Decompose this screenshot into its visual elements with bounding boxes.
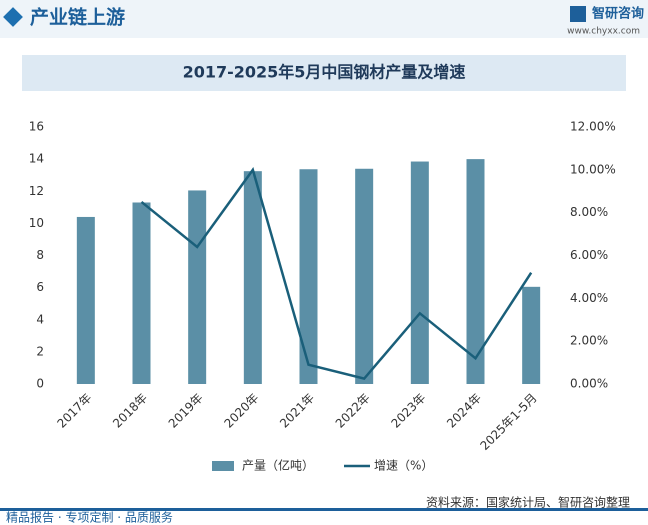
y-tick-label: 2 <box>36 344 44 358</box>
legend-label: 产量（亿吨） <box>242 458 314 473</box>
y-tick-label: 10 <box>29 216 44 230</box>
chart-title: 2017-2025年5月中国钢材产量及增速 <box>183 63 466 82</box>
y-tick-label: 14 <box>29 152 44 166</box>
y-tick-label: 8 <box>36 248 44 262</box>
y2-tick-label: 6.00% <box>570 248 608 262</box>
y2-tick-label: 4.00% <box>570 291 608 305</box>
line <box>140 167 533 381</box>
footer-line <box>0 508 648 511</box>
bar <box>466 159 485 384</box>
y-tick-label: 0 <box>36 377 44 391</box>
header-title: 产业链上游 <box>30 6 125 29</box>
bar <box>299 169 318 384</box>
y2-tick-label: 2.00% <box>570 334 608 348</box>
y2-tick-label: 12.00% <box>570 120 616 134</box>
slogan: 精品报告 · 专项定制 · 品质服务 <box>6 510 173 525</box>
y-tick-label: 4 <box>36 312 44 326</box>
header-icon <box>3 7 23 27</box>
brand: 智研咨询 <box>592 6 644 22</box>
bar <box>76 216 95 384</box>
y2-tick-label: 0.00% <box>570 377 608 391</box>
y-tick-label: 6 <box>36 280 44 294</box>
bar <box>410 161 429 384</box>
bar <box>522 286 541 384</box>
y-tick-label: 12 <box>29 184 44 198</box>
source: 资料来源：国家统计局、智研咨询整理 <box>426 495 630 510</box>
header-band <box>0 0 648 38</box>
bar <box>132 202 151 384</box>
legend-swatch <box>212 461 234 471</box>
url: www.chyxx.com <box>567 27 640 37</box>
title-box <box>22 55 626 91</box>
legend-label: 增速（%） <box>374 459 433 473</box>
logo-icon <box>570 6 586 22</box>
y-tick-label: 16 <box>29 120 44 134</box>
bar <box>243 171 262 384</box>
y2-tick-label: 10.00% <box>570 162 616 176</box>
y2-tick-label: 8.00% <box>570 205 608 219</box>
bar <box>355 168 374 384</box>
bar <box>188 190 207 384</box>
